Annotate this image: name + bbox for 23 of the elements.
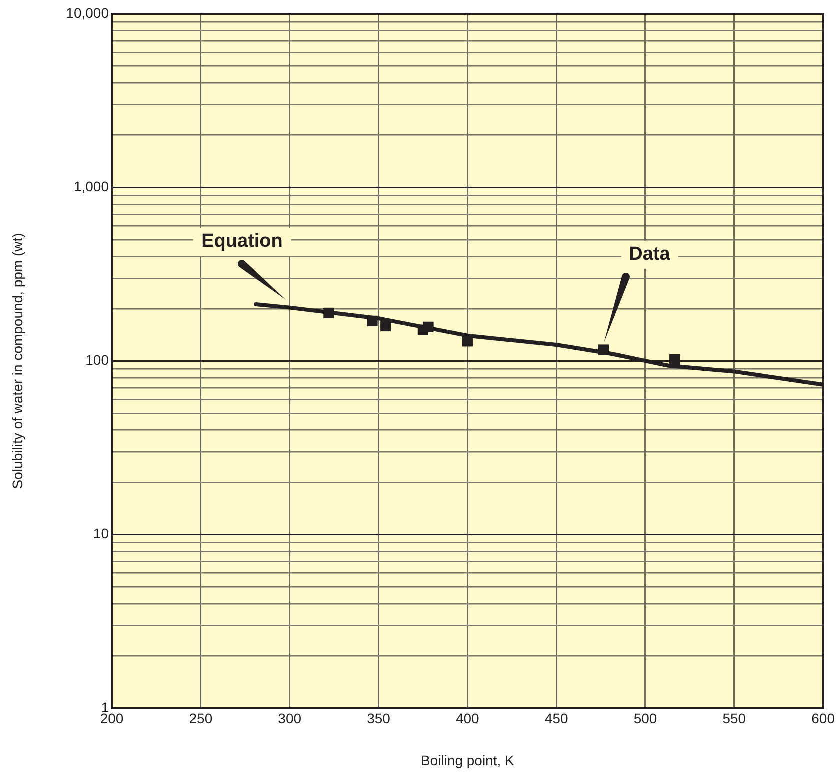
annotation: Data xyxy=(621,241,678,269)
x-tick-label: 300 xyxy=(278,710,302,727)
point xyxy=(670,354,680,366)
point xyxy=(423,322,434,332)
x-tick-label: 450 xyxy=(544,710,568,727)
x-tick-label: 250 xyxy=(189,710,213,727)
point xyxy=(598,344,610,356)
y-tick-label: 10 xyxy=(93,526,110,542)
x-tick-label: 400 xyxy=(456,710,480,727)
x-tick-label: 550 xyxy=(722,710,746,727)
y-tick-label: 1,000 xyxy=(74,178,110,194)
y-tick-label: 100 xyxy=(86,352,110,368)
x-tick-label: 350 xyxy=(367,710,391,727)
point xyxy=(324,308,334,319)
point xyxy=(380,320,392,332)
x-tick-label: 500 xyxy=(634,710,658,727)
x-tick-label: 600 xyxy=(812,710,836,727)
x-axis-title: Boiling point, K xyxy=(420,752,516,768)
y-tick-label: 10,000 xyxy=(66,4,110,21)
point xyxy=(367,316,378,326)
point xyxy=(462,336,473,347)
y-axis-title: Solubility of water in compound, ppm (wt) xyxy=(9,233,26,490)
annotation: Equation xyxy=(194,228,291,256)
